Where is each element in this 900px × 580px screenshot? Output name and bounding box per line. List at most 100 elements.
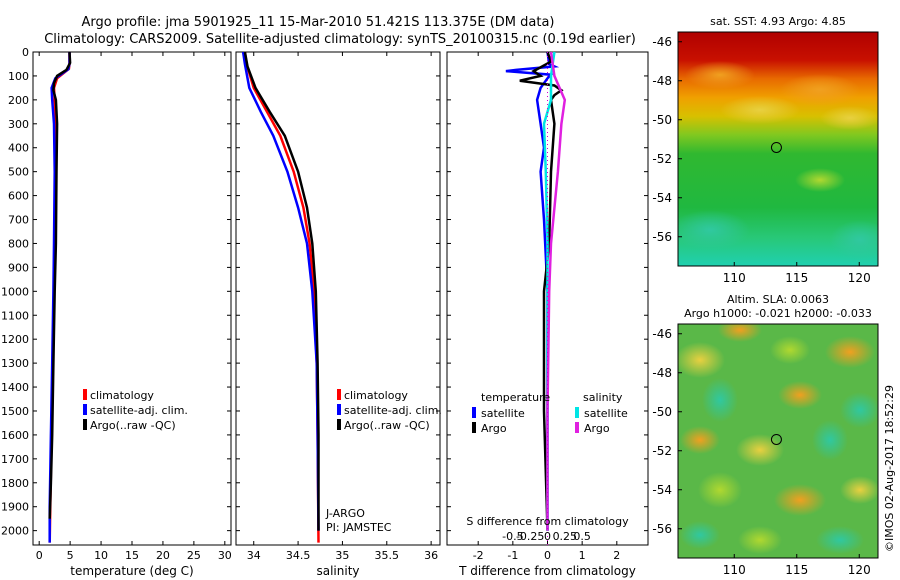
legend-label: satellite-adj. clim. xyxy=(90,404,188,417)
y-tick-label: -46 xyxy=(652,35,672,49)
y-tick-label: -48 xyxy=(652,74,672,88)
y-tick-label: 400 xyxy=(8,142,29,155)
y-tick-label: 1700 xyxy=(1,453,29,466)
series-line xyxy=(243,51,320,531)
salinity-panel xyxy=(235,51,441,546)
y-tick-label: 1200 xyxy=(1,333,29,346)
legend-label: Argo(..raw -QC) xyxy=(90,419,176,432)
x-tick-label: 115 xyxy=(785,271,808,285)
temperature-panel xyxy=(32,51,232,546)
y-tick-label: 1800 xyxy=(1,477,29,490)
y-tick-label: 1100 xyxy=(1,309,29,322)
top-tick-label: -0.25 xyxy=(516,530,544,543)
legend-swatch xyxy=(337,404,341,415)
series-line xyxy=(48,51,72,519)
y-tick-label: -54 xyxy=(652,191,672,205)
y-tick-label: 2000 xyxy=(1,525,29,538)
x-axis-label: salinity xyxy=(316,564,359,578)
y-tick-label: 800 xyxy=(8,237,29,250)
y-tick-label: 300 xyxy=(8,118,29,131)
x-tick-label: 1 xyxy=(579,549,586,562)
legend-swatch xyxy=(575,422,579,433)
series-line xyxy=(519,51,564,531)
y-tick-label: -50 xyxy=(652,405,672,419)
x-tick-label: 0 xyxy=(36,549,43,562)
legend-label: Argo(..raw -QC) xyxy=(344,419,430,432)
legend-label: Argo xyxy=(481,422,507,435)
y-tick-label: -56 xyxy=(652,522,672,536)
sst-map xyxy=(677,31,879,267)
y-tick-label: 100 xyxy=(8,70,29,83)
x-tick-label: 35 xyxy=(335,549,349,562)
y-tick-label: 1300 xyxy=(1,357,29,370)
legend-label: Argo xyxy=(584,422,610,435)
y-tick-label: 600 xyxy=(8,190,29,203)
legend-title-temperature: temperature xyxy=(481,391,550,404)
x-tick-label: 110 xyxy=(723,563,746,577)
top-tick-label: 0.5 xyxy=(573,530,591,543)
legend-label: climatology xyxy=(90,389,154,402)
x-tick-label: 34 xyxy=(247,549,261,562)
x-tick-label: 120 xyxy=(848,271,871,285)
y-tick-label: 1400 xyxy=(1,381,29,394)
y-tick-label: -46 xyxy=(652,327,672,341)
annotation-program: J-ARGO xyxy=(325,507,365,520)
legend-label: satellite xyxy=(584,407,628,420)
x-tick-label: 10 xyxy=(94,549,108,562)
x-tick-label: -1 xyxy=(507,549,518,562)
y-tick-label: -48 xyxy=(652,366,672,380)
y-tick-label: 900 xyxy=(8,261,29,274)
y-tick-label: 1600 xyxy=(1,429,29,442)
y-tick-label: 500 xyxy=(8,166,29,179)
legend-swatch xyxy=(472,422,476,433)
figure-title-line2: Climatology: CARS2009. Satellite-adjuste… xyxy=(44,32,636,47)
x-tick-label: 25 xyxy=(187,549,201,562)
series-line xyxy=(48,52,71,543)
x-tick-label: 15 xyxy=(125,549,139,562)
legend-swatch xyxy=(83,404,87,415)
top-tick-label: -0.5 xyxy=(502,530,523,543)
legend-swatch xyxy=(337,419,341,430)
legend-label: satellite-adj. clim. xyxy=(344,404,442,417)
x-axis-label: temperature (deg C) xyxy=(70,564,193,578)
y-tick-label: -50 xyxy=(652,113,672,127)
series-line xyxy=(505,51,560,531)
legend-swatch xyxy=(83,389,87,400)
x-tick-label: 120 xyxy=(848,563,871,577)
x-tick-label: 5 xyxy=(67,549,74,562)
x-tick-label: 30 xyxy=(218,549,232,562)
y-tick-label: 700 xyxy=(8,214,29,227)
argo-position-marker xyxy=(770,141,782,153)
legend-swatch xyxy=(575,407,579,418)
y-tick-label: -52 xyxy=(652,152,672,166)
y-tick-label: 0 xyxy=(22,46,29,59)
x-tick-label: 34.5 xyxy=(286,549,311,562)
series-line xyxy=(542,51,556,531)
y-tick-label: 1000 xyxy=(1,285,29,298)
y-tick-label: 200 xyxy=(8,94,29,107)
x-tick-label: 0 xyxy=(544,549,551,562)
y-tick-label: 1500 xyxy=(1,405,29,418)
y-tick-label: -56 xyxy=(652,230,672,244)
series-line xyxy=(243,51,320,543)
copyright-stamp: ©IMOS 02-Aug-2017 18:52:29 xyxy=(883,385,896,552)
x-tick-label: -2 xyxy=(473,549,484,562)
x-tick-label: 115 xyxy=(785,563,808,577)
sla-map xyxy=(677,323,879,559)
sst-map-title: sat. SST: 4.93 Argo: 4.85 xyxy=(710,15,846,28)
legend-swatch xyxy=(337,389,341,400)
figure-title-line1: Argo profile: jma 5901925_11 15-Mar-2010… xyxy=(82,15,555,30)
legend-label: climatology xyxy=(344,389,408,402)
series-line xyxy=(241,51,320,531)
x-tick-label: 36 xyxy=(424,549,438,562)
annotation-pi: PI: JAMSTEC xyxy=(326,521,392,534)
x-tick-label: 2 xyxy=(613,549,620,562)
y-tick-label: 1900 xyxy=(1,501,29,514)
series-line xyxy=(546,51,567,531)
legend-label: satellite xyxy=(481,407,525,420)
s-diff-label: S difference from climatology xyxy=(466,515,629,528)
legend-title-salinity: salinity xyxy=(583,391,623,404)
legend-swatch xyxy=(472,407,476,418)
top-tick-label: 0 xyxy=(544,530,551,543)
